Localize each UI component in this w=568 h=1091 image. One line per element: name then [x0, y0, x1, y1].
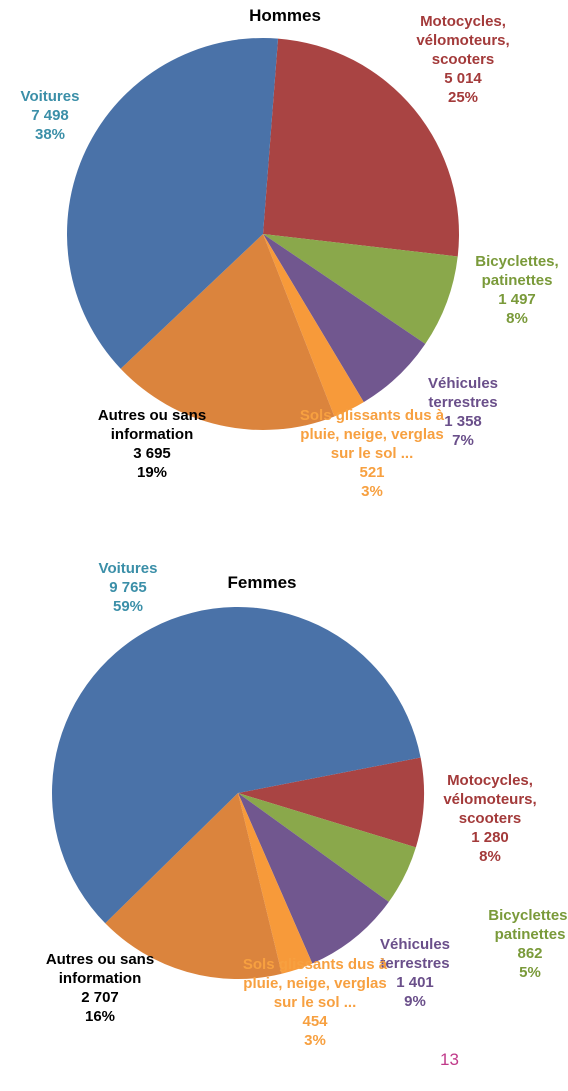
chart-title: Femmes: [227, 573, 297, 592]
pie-slice: [263, 234, 458, 344]
value-label: 1 401: [396, 974, 434, 991]
slice-label: Motocycles, vélomoteurs, scooters 5 014 25…: [403, 12, 523, 107]
value-label: 2 707: [81, 989, 119, 1006]
slice-label: Sols glissants dus à pluie, neige, vergl…: [240, 955, 390, 1050]
percent-label: 3%: [304, 1032, 326, 1049]
pie-slice: [120, 234, 335, 430]
pie-slice: [67, 37, 279, 369]
value-label: 1 358: [444, 413, 482, 430]
value-label: 454: [302, 1013, 328, 1030]
category-label: Bicyclettes, patinettes: [488, 907, 568, 943]
percent-label: 8%: [506, 310, 528, 327]
value-label: 862: [517, 945, 543, 962]
percent-label: 19%: [136, 464, 168, 481]
category-label: Véhicules terrestres: [379, 936, 451, 972]
percent-label: 7%: [452, 432, 474, 449]
percent-label: 3%: [361, 483, 383, 500]
value-label: 9 765: [109, 579, 147, 596]
slice-label: Autres ou sans information 2 707 16%: [15, 950, 185, 1026]
category-label: Motocycles, vélomoteurs, scooters: [443, 772, 537, 827]
value-label: 1 280: [471, 829, 509, 846]
category-label: Bicyclettes, patinettes: [475, 253, 559, 289]
percent-label: 38%: [34, 126, 66, 143]
value-label: 7 498: [31, 107, 69, 124]
percent-label: 59%: [112, 598, 144, 615]
pie-slice: [238, 793, 313, 974]
percent-label: 5%: [519, 964, 541, 981]
percent-label: 25%: [447, 89, 479, 106]
pie-slice: [263, 38, 460, 257]
percent-label: 9%: [404, 993, 426, 1010]
slice-label: Voitures 7 498 38%: [0, 87, 105, 144]
category-label: Voitures: [20, 88, 80, 105]
value-label: 1 497: [498, 291, 536, 308]
pie-slice: [105, 793, 282, 980]
page-number: 13: [440, 1050, 459, 1069]
category-label: Sols glissants dus à pluie, neige, vergl…: [242, 956, 388, 1011]
slice-label: Véhicules terrestres 1 401 9%: [360, 935, 470, 1011]
value-label: 3 695: [133, 445, 171, 462]
slice-label: Véhicules terrestres 1 358 7%: [408, 374, 518, 450]
percent-label: 16%: [84, 1008, 116, 1025]
value-label: 5 014: [444, 70, 482, 87]
category-label: Motocycles, vélomoteurs, scooters: [416, 13, 510, 68]
slice-label: Bicyclettes, patinettes 1 497 8%: [457, 252, 568, 328]
slice-label: Voitures 9 765 59%: [73, 559, 183, 616]
slice-label: Motocycles, vélomoteurs, scooters 1 280 8%: [430, 771, 550, 866]
category-label: Véhicules terrestres: [427, 375, 499, 411]
pie-slice: [263, 234, 364, 417]
category-label: Autres ou sans information: [97, 407, 207, 443]
value-label: 521: [359, 464, 385, 481]
category-label: Voitures: [98, 560, 158, 577]
slice-label: Autres ou sans information 3 695 19%: [67, 406, 237, 482]
percent-label: 8%: [479, 848, 501, 865]
pie-slice: [51, 606, 421, 924]
pie-slice: [238, 757, 424, 848]
chart-title: Hommes: [249, 6, 321, 25]
pie-slice: [263, 234, 426, 403]
slice-label: Sols glissants dus à pluie, neige, vergl…: [297, 406, 447, 501]
pie-slice: [238, 793, 389, 964]
category-label: Sols glissants dus à pluie, neige, vergl…: [299, 407, 445, 462]
category-label: Autres ou sans information: [45, 951, 155, 987]
pie-slice: [238, 793, 416, 902]
slice-label: Bicyclettes, patinettes 862 5%: [470, 906, 568, 982]
